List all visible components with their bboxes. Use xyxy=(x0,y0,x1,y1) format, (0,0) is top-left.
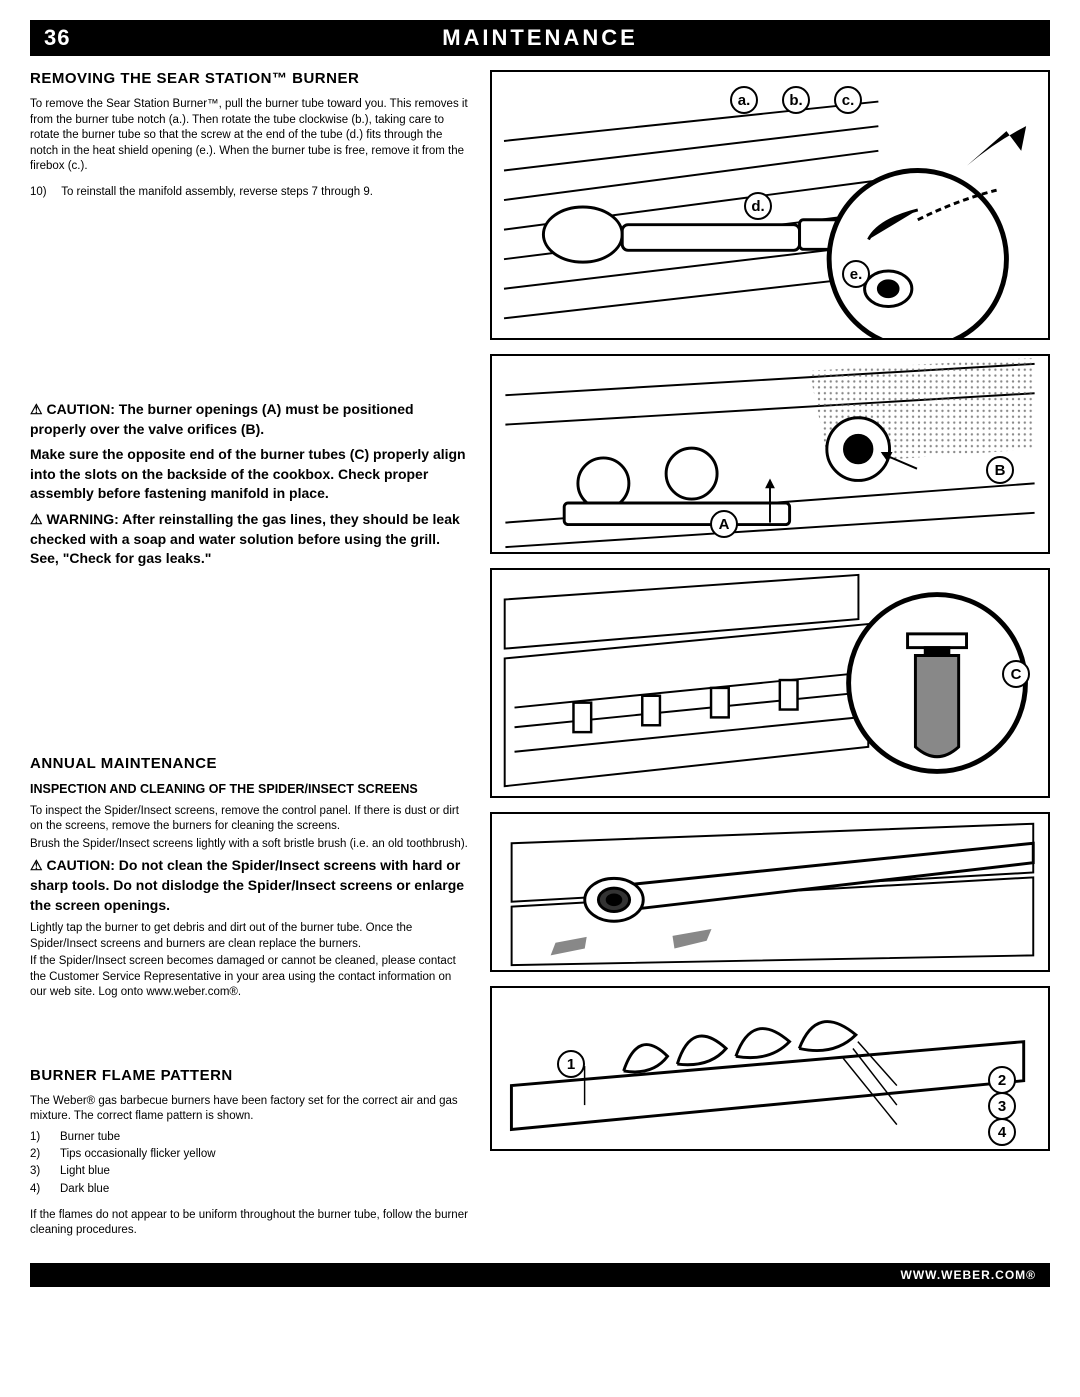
list-item: 4)Dark blue xyxy=(30,1181,470,1198)
section1-para: To remove the Sear Station Burner™, pull… xyxy=(30,97,470,175)
footer-bar: WWW.WEBER.COM® xyxy=(30,1263,1050,1287)
section2-para2: Brush the Spider/Insect screens lightly … xyxy=(30,837,470,853)
list-item: 3)Light blue xyxy=(30,1163,470,1180)
callout-d: d. xyxy=(744,192,772,220)
figure-3: C xyxy=(490,568,1050,798)
header-title: MAINTENANCE xyxy=(30,25,1050,51)
right-column: a. b. c. d. e. xyxy=(490,70,1050,1249)
step-number: 10) xyxy=(30,185,58,201)
warning-icon: ⚠ xyxy=(30,511,43,527)
list-item: 2)Tips occasionally flicker yellow xyxy=(30,1146,470,1163)
figure-4 xyxy=(490,812,1050,972)
step-text: To reinstall the manifold assembly, reve… xyxy=(61,185,469,201)
section1-step: 10) To reinstall the manifold assembly, … xyxy=(30,185,470,201)
caution-2: ⚠ CAUTION: Do not clean the Spider/Insec… xyxy=(30,856,470,915)
caution1-text: CAUTION: The burner openings (A) must be… xyxy=(30,401,414,437)
figure-1: a. b. c. d. e. xyxy=(490,70,1050,340)
caution2-text: CAUTION: Do not clean the Spider/Insect … xyxy=(30,857,464,912)
callout-3: 3 xyxy=(988,1092,1016,1120)
callout-a: a. xyxy=(730,86,758,114)
flame-list: 1)Burner tube 2)Tips occasionally flicke… xyxy=(30,1129,470,1198)
callout-C: C xyxy=(1002,660,1030,688)
figure-5: 1 2 3 4 xyxy=(490,986,1050,1151)
callout-B: B xyxy=(986,456,1014,484)
section2-subhead: INSPECTION AND CLEANING OF THE SPIDER/IN… xyxy=(30,782,470,796)
warning-icon: ⚠ xyxy=(30,857,43,873)
callout-A: A xyxy=(710,510,738,538)
item-2: Tips occasionally flicker yellow xyxy=(60,1148,216,1160)
warning-icon: ⚠ xyxy=(30,401,43,417)
caution-1: ⚠ CAUTION: The burner openings (A) must … xyxy=(30,400,470,439)
list-item: 1)Burner tube xyxy=(30,1129,470,1146)
section2-title: ANNUAL MAINTENANCE xyxy=(30,755,470,772)
warning-text: WARNING: After reinstalling the gas line… xyxy=(30,511,460,566)
left-column: REMOVING THE SEAR STATION™ BURNER To rem… xyxy=(30,70,470,1249)
callout-1: 1 xyxy=(557,1050,585,1078)
section2-para1: To inspect the Spider/Insect screens, re… xyxy=(30,804,470,835)
warning-block: ⚠ WARNING: After reinstalling the gas li… xyxy=(30,510,470,569)
content-area: REMOVING THE SEAR STATION™ BURNER To rem… xyxy=(30,70,1050,1249)
item-4: Dark blue xyxy=(60,1183,109,1195)
callout-b: b. xyxy=(782,86,810,114)
section1-title: REMOVING THE SEAR STATION™ BURNER xyxy=(30,70,470,87)
section2-para3: Lightly tap the burner to get debris and… xyxy=(30,921,470,952)
header-bar: 36 MAINTENANCE xyxy=(30,20,1050,56)
callout-c: c. xyxy=(834,86,862,114)
section3-intro: The Weber® gas barbecue burners have bee… xyxy=(30,1094,470,1125)
callout-4: 4 xyxy=(988,1118,1016,1146)
item-3: Light blue xyxy=(60,1165,110,1177)
callout-2: 2 xyxy=(988,1066,1016,1094)
footer-url: WWW.WEBER.COM® xyxy=(901,1268,1037,1282)
section2-para4: If the Spider/Insect screen becomes dama… xyxy=(30,954,470,1001)
section3-note: If the flames do not appear to be unifor… xyxy=(30,1208,470,1239)
item-1: Burner tube xyxy=(60,1131,120,1143)
figure-2: A B xyxy=(490,354,1050,554)
callout-e: e. xyxy=(842,260,870,288)
section3-title: BURNER FLAME PATTERN xyxy=(30,1067,470,1084)
make-sure-text: Make sure the opposite end of the burner… xyxy=(30,445,470,504)
